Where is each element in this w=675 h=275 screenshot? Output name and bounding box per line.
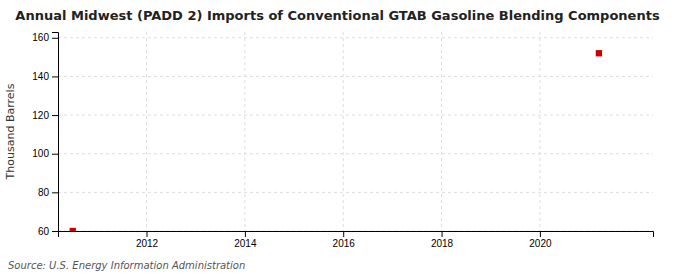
tick-label: 100 — [32, 148, 49, 159]
tick-mark — [52, 154, 58, 155]
tick: 140 — [32, 71, 58, 82]
grid-line-y — [58, 76, 653, 77]
y-axis: 60 80 100 120 140 160 — [32, 32, 58, 236]
tick: 2020 — [529, 231, 552, 249]
tick-label: 60 — [38, 226, 50, 237]
tick-label: 2020 — [529, 238, 552, 249]
tick-label: 2016 — [333, 238, 356, 249]
tick-label: 120 — [32, 110, 49, 121]
tick-mark — [442, 231, 443, 237]
grid-line-y — [58, 192, 653, 193]
tick: 120 — [32, 110, 58, 121]
tick-label: 2018 — [431, 238, 454, 249]
tick: 2014 — [234, 231, 257, 249]
grid-line-y — [58, 153, 653, 154]
grid-line-x — [539, 32, 540, 231]
tick-mark — [52, 38, 58, 39]
title: Annual Midwest (PADD 2) Imports of Conve… — [15, 8, 660, 23]
grid-line-x — [441, 32, 442, 231]
tick-mark — [147, 231, 148, 237]
tick: 2012 — [136, 231, 159, 249]
grid-line-y — [58, 37, 653, 38]
tick-label: 160 — [32, 32, 49, 43]
tick: 2018 — [431, 231, 454, 249]
tick-mark — [52, 76, 58, 77]
axis-line — [59, 232, 654, 238]
tick-mark — [52, 115, 58, 116]
tick-label: 80 — [38, 187, 50, 198]
x-axis: 2012 2014 2016 2018 2020 — [59, 231, 654, 249]
source: Source: U.S. Energy Information Administ… — [8, 260, 245, 271]
tick: 100 — [32, 148, 58, 159]
tick-label: 2012 — [136, 238, 159, 249]
grid — [58, 32, 653, 231]
plot-area: 2012 2014 2016 2018 2020 60 80 100 120 140 160 Thou… — [4, 32, 654, 249]
tick-mark — [52, 192, 58, 193]
tick: 80 — [38, 187, 58, 198]
points — [70, 50, 602, 231]
tick-mark — [245, 231, 246, 237]
tick: 2016 — [333, 231, 356, 249]
axis-line — [52, 33, 59, 232]
tick-label: 140 — [32, 71, 49, 82]
chart: Annual Midwest (PADD 2) Imports of Conve… — [0, 0, 675, 275]
tick-mark — [540, 231, 541, 237]
tick-label: 2014 — [234, 238, 257, 249]
grid-line-x — [343, 32, 344, 231]
y-axis-label: Thousand Barrels — [4, 83, 17, 180]
tick-mark — [343, 231, 344, 237]
point — [70, 228, 76, 231]
grid-line-x — [146, 32, 147, 231]
point — [596, 50, 602, 56]
tick-mark — [52, 231, 58, 232]
grid-line-y — [58, 115, 653, 116]
grid-line-x — [244, 32, 245, 231]
tick: 160 — [32, 32, 58, 43]
tick: 60 — [38, 226, 58, 237]
